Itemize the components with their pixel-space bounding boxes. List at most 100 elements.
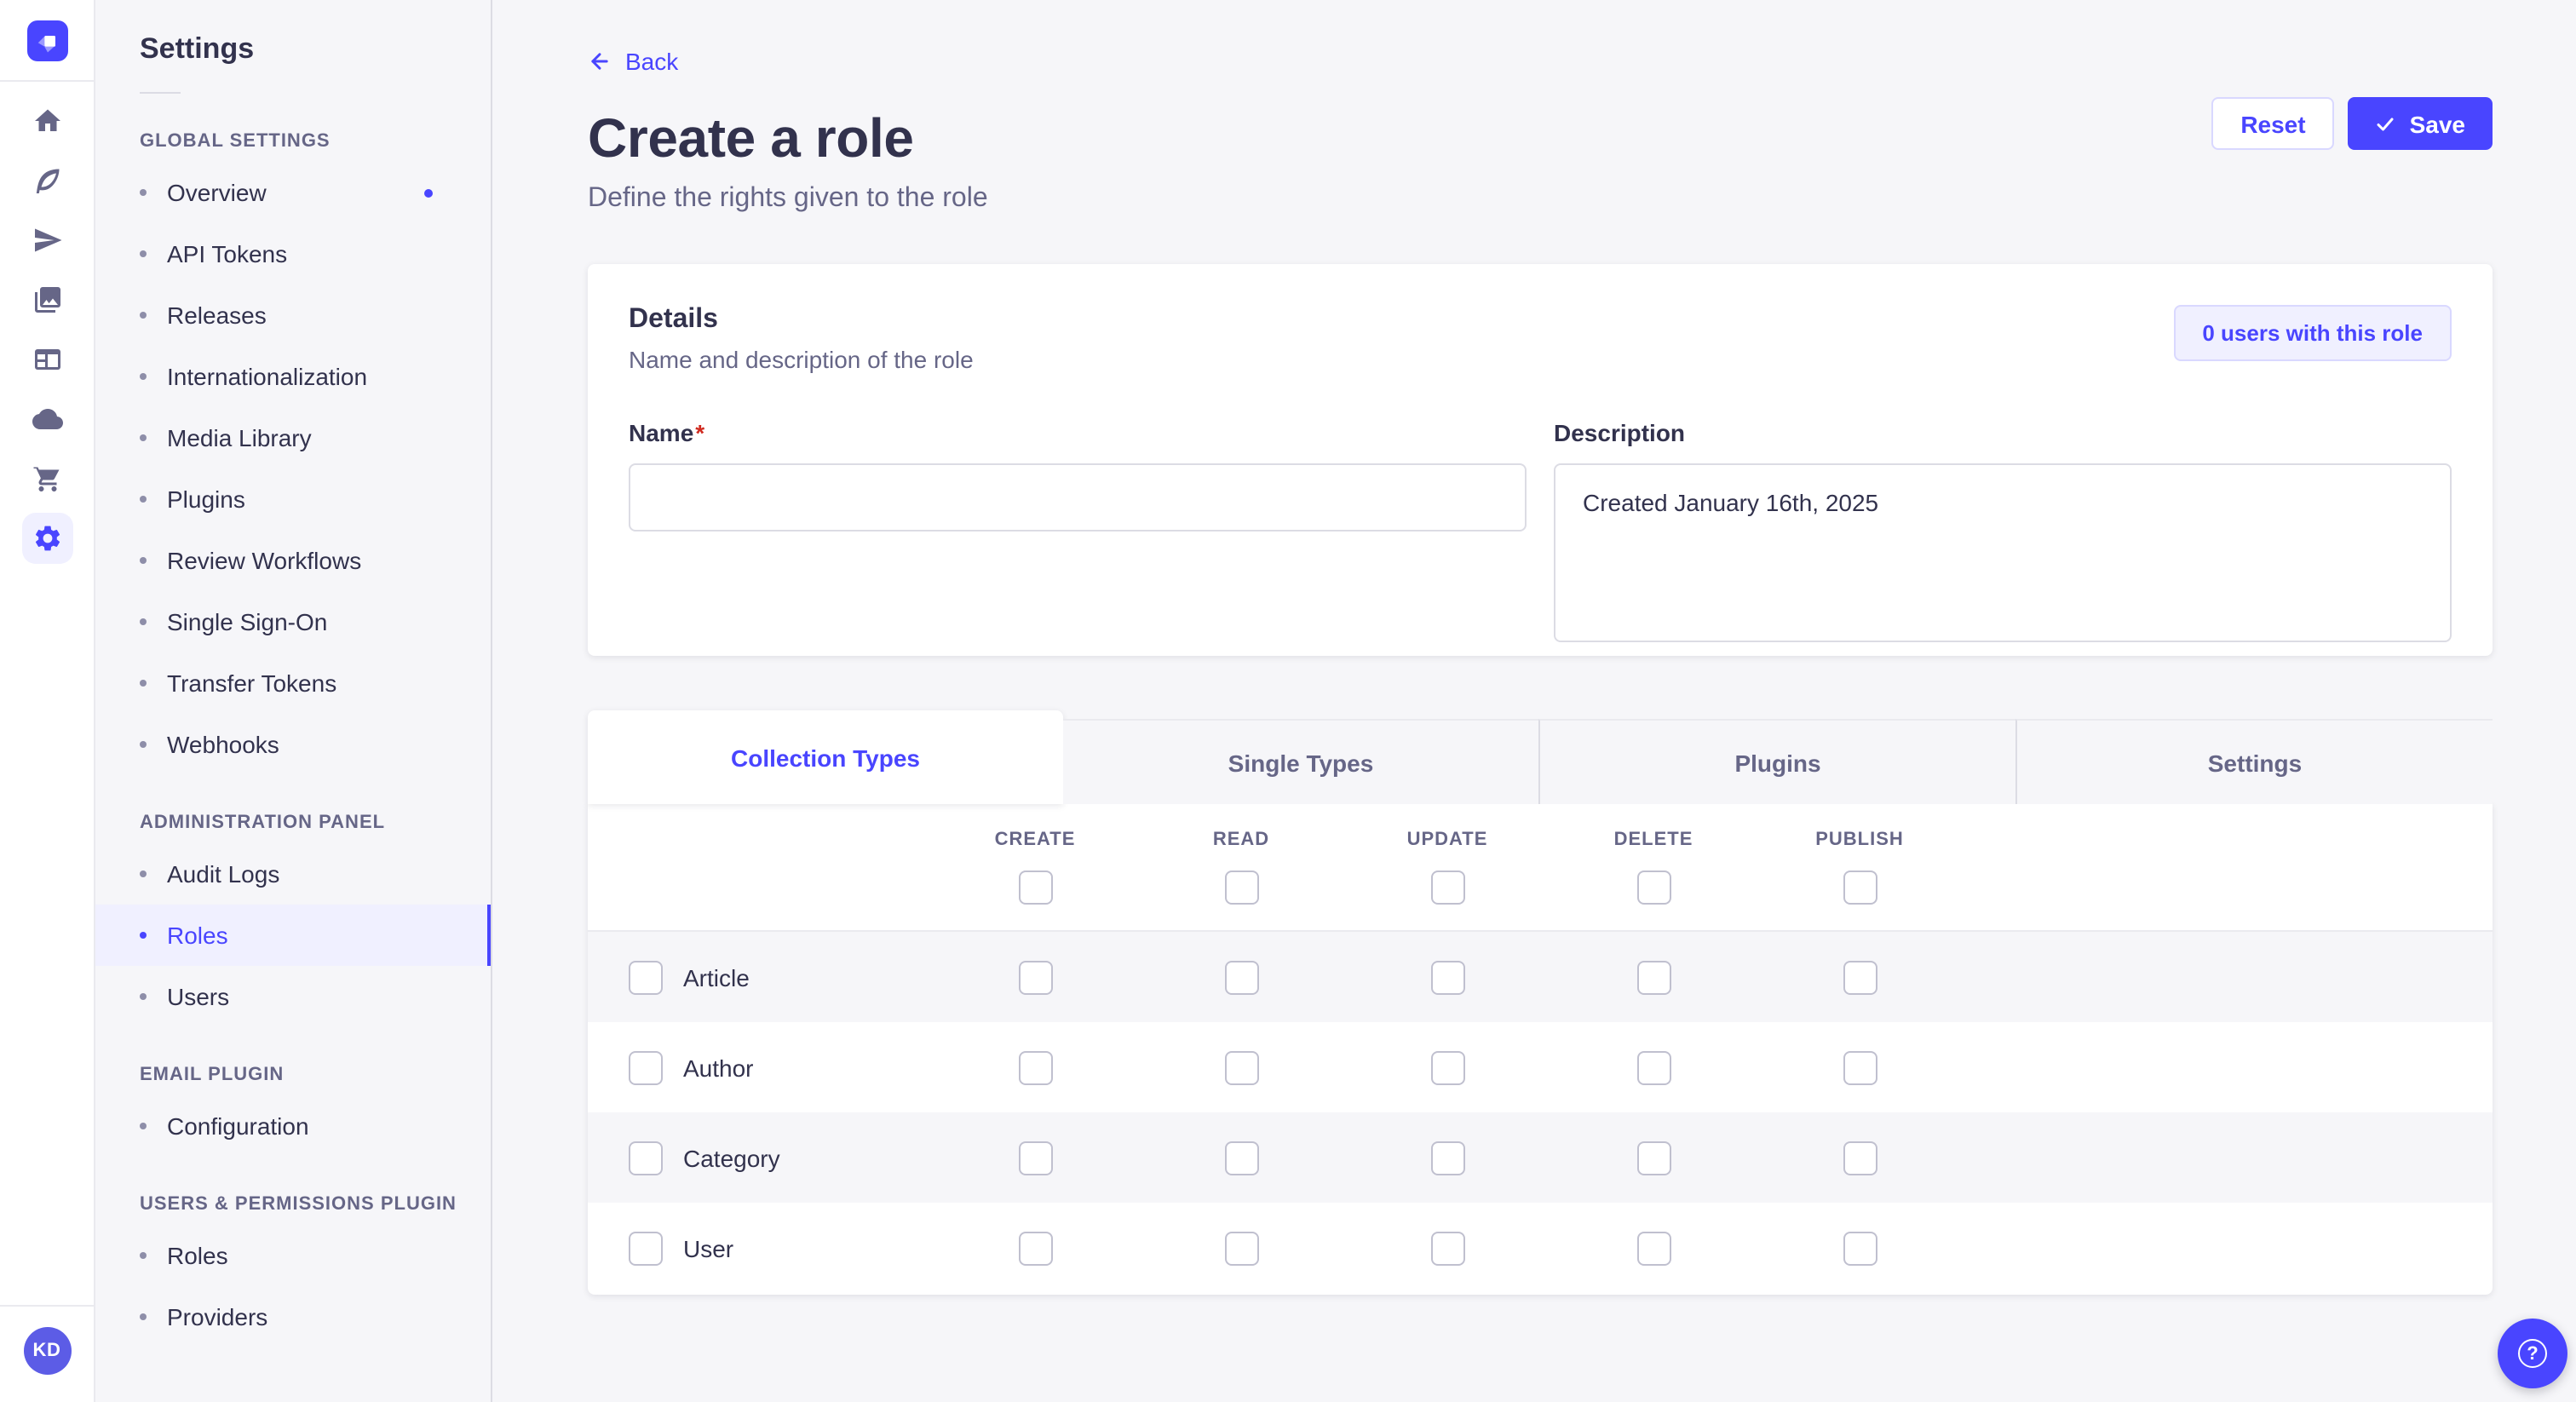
details-subtitle: Name and description of the role xyxy=(629,346,974,373)
article-update-checkbox[interactable] xyxy=(1430,960,1464,994)
send-icon[interactable] xyxy=(21,215,72,266)
description-field-group: Description Created January 16th, 2025 xyxy=(1554,419,2452,651)
media-library-icon[interactable] xyxy=(21,274,72,325)
select-all-update-checkbox[interactable] xyxy=(1430,871,1464,905)
sidebar-item-releases[interactable]: Releases xyxy=(95,284,491,346)
category-row-checkbox[interactable] xyxy=(629,1141,663,1175)
select-all-delete-checkbox[interactable] xyxy=(1636,871,1670,905)
description-label: Description xyxy=(1554,419,1686,446)
article-read-checkbox[interactable] xyxy=(1224,960,1258,994)
bullet-dot xyxy=(140,932,147,939)
author-row-checkbox[interactable] xyxy=(629,1050,663,1084)
settings-gear-icon[interactable] xyxy=(21,513,72,564)
bullet-dot xyxy=(140,993,147,1000)
tab-collection-types[interactable]: Collection Types xyxy=(588,710,1063,804)
user-create-checkbox[interactable] xyxy=(1018,1231,1052,1265)
user-read-checkbox[interactable] xyxy=(1224,1231,1258,1265)
sidebar-item-single-sign-on[interactable]: Single Sign-On xyxy=(95,591,491,652)
description-textarea[interactable]: Created January 16th, 2025 xyxy=(1554,463,2452,642)
administration-panel-list: Audit Logs Roles Users xyxy=(95,843,491,1027)
check-icon xyxy=(2378,117,2395,130)
category-delete-checkbox[interactable] xyxy=(1636,1141,1670,1175)
column-update: UPDATE xyxy=(1344,830,1550,905)
icon-rail: KD xyxy=(0,0,95,1402)
select-all-read-checkbox[interactable] xyxy=(1224,871,1258,905)
bullet-dot xyxy=(140,496,147,503)
sidebar-item-up-roles[interactable]: Roles xyxy=(95,1225,491,1286)
sidebar-item-roles-active[interactable]: Roles xyxy=(95,905,491,966)
bullet-dot xyxy=(140,618,147,625)
sidebar-item-webhooks[interactable]: Webhooks xyxy=(95,714,491,775)
tab-plugins[interactable]: Plugins xyxy=(1538,719,2015,804)
tab-single-types[interactable]: Single Types xyxy=(1063,719,1538,804)
sidebar-item-users[interactable]: Users xyxy=(95,966,491,1027)
user-avatar[interactable]: KD xyxy=(23,1327,71,1375)
users-permissions-plugin-list: Roles Providers xyxy=(95,1225,491,1347)
user-update-checkbox[interactable] xyxy=(1430,1231,1464,1265)
category-read-checkbox[interactable] xyxy=(1224,1141,1258,1175)
email-plugin-list: Configuration xyxy=(95,1095,491,1157)
back-link[interactable]: Back xyxy=(588,48,678,75)
sidebar-item-plugins[interactable]: Plugins xyxy=(95,468,491,530)
author-read-checkbox[interactable] xyxy=(1224,1050,1258,1084)
notification-dot xyxy=(424,188,433,197)
category-create-checkbox[interactable] xyxy=(1018,1141,1052,1175)
sidebar-item-review-workflows[interactable]: Review Workflows xyxy=(95,530,491,591)
permissions-panel: CREATE READ UPDATE DELETE xyxy=(588,804,2493,1295)
sidebar-item-overview[interactable]: Overview xyxy=(95,162,491,223)
details-card: Details Name and description of the role… xyxy=(588,264,2493,656)
permissions-header-row: CREATE READ UPDATE DELETE xyxy=(588,804,2493,932)
section-label-email-plugin: EMAIL PLUGIN xyxy=(140,1065,285,1085)
column-publish: PUBLISH xyxy=(1757,830,1963,905)
feather-icon[interactable] xyxy=(21,155,72,206)
layout-icon[interactable] xyxy=(21,334,72,385)
sidebar-item-media-library[interactable]: Media Library xyxy=(95,407,491,468)
user-publish-checkbox[interactable] xyxy=(1843,1231,1877,1265)
sidebar-item-up-providers[interactable]: Providers xyxy=(95,1286,491,1347)
section-label-administration-panel: ADMINISTRATION PANEL xyxy=(140,813,386,833)
sidebar-title: Settings xyxy=(140,32,255,65)
bullet-dot xyxy=(140,312,147,319)
permissions-tabs: Collection Types Single Types Plugins Se… xyxy=(588,710,2493,804)
reset-button[interactable]: Reset xyxy=(2211,97,2335,150)
tab-settings[interactable]: Settings xyxy=(2015,719,2493,804)
sidebar-item-api-tokens[interactable]: API Tokens xyxy=(95,223,491,284)
sidebar-item-internationalization[interactable]: Internationalization xyxy=(95,346,491,407)
name-input[interactable] xyxy=(629,463,1527,531)
column-read: READ xyxy=(1138,830,1344,905)
article-delete-checkbox[interactable] xyxy=(1636,960,1670,994)
author-update-checkbox[interactable] xyxy=(1430,1050,1464,1084)
article-publish-checkbox[interactable] xyxy=(1843,960,1877,994)
cart-icon[interactable] xyxy=(21,453,72,504)
sidebar-title-divider xyxy=(140,92,181,94)
bullet-dot xyxy=(140,741,147,748)
select-all-create-checkbox[interactable] xyxy=(1018,871,1052,905)
bullet-dot xyxy=(140,871,147,877)
save-button[interactable]: Save xyxy=(2348,97,2493,150)
question-mark-icon: ? xyxy=(2518,1339,2547,1368)
user-delete-checkbox[interactable] xyxy=(1636,1231,1670,1265)
category-publish-checkbox[interactable] xyxy=(1843,1141,1877,1175)
category-update-checkbox[interactable] xyxy=(1430,1141,1464,1175)
strapi-logo[interactable] xyxy=(26,20,67,61)
table-row-author: Author xyxy=(588,1022,2493,1112)
bullet-dot xyxy=(140,680,147,687)
bullet-dot xyxy=(140,373,147,380)
author-publish-checkbox[interactable] xyxy=(1843,1050,1877,1084)
article-row-checkbox[interactable] xyxy=(629,960,663,994)
cloud-icon[interactable] xyxy=(21,394,72,445)
users-with-role-button[interactable]: 0 users with this role xyxy=(2173,305,2452,361)
sidebar-item-transfer-tokens[interactable]: Transfer Tokens xyxy=(95,652,491,714)
help-button[interactable]: ? xyxy=(2498,1319,2567,1388)
home-icon[interactable] xyxy=(21,95,72,147)
back-arrow-icon xyxy=(591,53,608,70)
select-all-publish-checkbox[interactable] xyxy=(1843,871,1877,905)
author-delete-checkbox[interactable] xyxy=(1636,1050,1670,1084)
author-create-checkbox[interactable] xyxy=(1018,1050,1052,1084)
sidebar-item-configuration[interactable]: Configuration xyxy=(95,1095,491,1157)
user-row-checkbox[interactable] xyxy=(629,1231,663,1265)
article-create-checkbox[interactable] xyxy=(1018,960,1052,994)
sidebar-item-audit-logs[interactable]: Audit Logs xyxy=(95,843,491,905)
bullet-dot xyxy=(140,250,147,257)
section-label-global-settings: GLOBAL SETTINGS xyxy=(140,131,331,152)
